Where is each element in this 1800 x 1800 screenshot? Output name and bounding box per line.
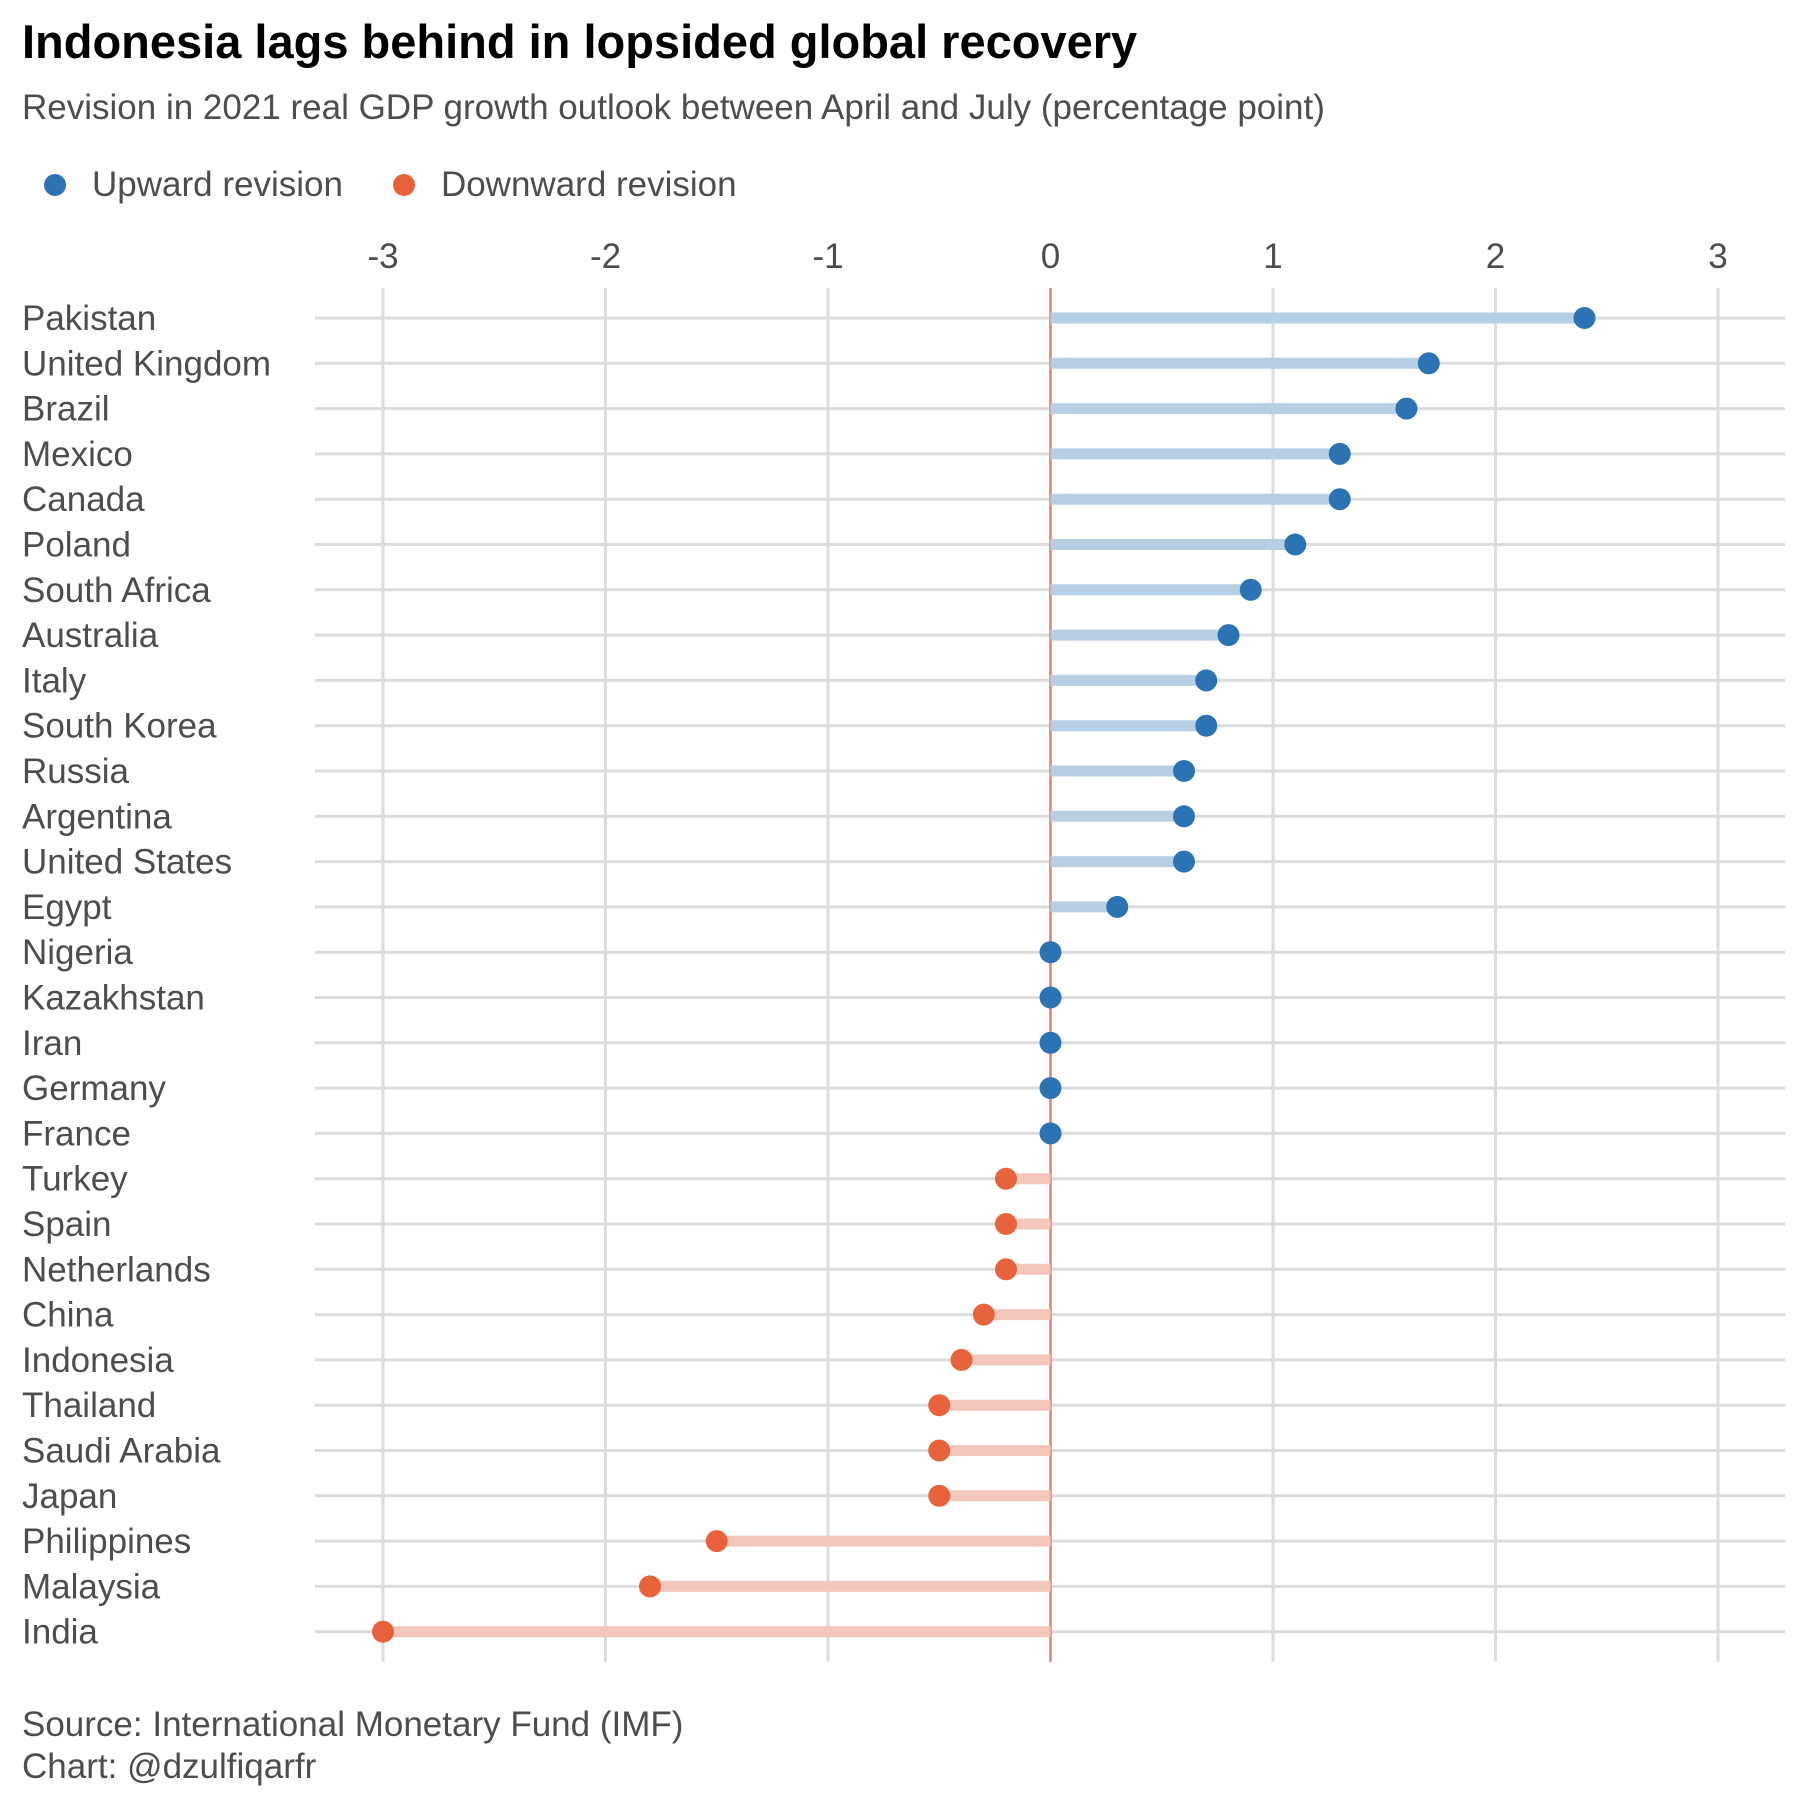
category-label: Japan (22, 1477, 117, 1516)
category-label: Italy (22, 661, 87, 700)
category-label: Philippines (22, 1522, 191, 1561)
category-label: Spain (22, 1205, 112, 1244)
chart-credit: Chart: @dzulfiqarfr (22, 1747, 317, 1786)
category-label: Argentina (22, 797, 172, 836)
data-point (705, 1530, 728, 1553)
data-point (1039, 941, 1062, 964)
category-label: Mexico (22, 435, 133, 474)
chart-title: Indonesia lags behind in lopsided global… (22, 15, 1138, 68)
category-label: Iran (22, 1024, 82, 1063)
data-point (639, 1575, 661, 1598)
category-label: China (22, 1296, 114, 1335)
x-tick-label: -2 (590, 237, 621, 276)
legend-label-down: Downward revision (440, 165, 737, 204)
data-point (1173, 760, 1195, 782)
category-label: Thailand (22, 1386, 156, 1425)
caption: Source: International Monetary Fund (IMF… (22, 1704, 683, 1788)
category-label: Turkey (22, 1160, 128, 1199)
category-label: Russia (22, 752, 130, 791)
x-tick-label: 3 (1708, 237, 1727, 276)
category-label: Indonesia (22, 1341, 174, 1380)
category-label: Canada (22, 480, 145, 519)
chart-subtitle: Revision in 2021 real GDP growth outlook… (22, 88, 1325, 127)
data-point (1328, 488, 1351, 511)
legend: Upward revision Downward revision (22, 165, 765, 205)
legend-item-down: Downward revision (371, 165, 737, 205)
data-point (1217, 624, 1240, 647)
category-label: Brazil (22, 390, 110, 429)
category-label: India (22, 1613, 98, 1652)
data-point (1039, 1031, 1062, 1054)
category-label: Netherlands (22, 1250, 211, 1289)
category-label: Nigeria (22, 933, 133, 972)
category-label: South Korea (22, 707, 217, 746)
data-point (1039, 986, 1062, 1009)
data-point (1195, 714, 1218, 737)
data-point (928, 1484, 951, 1507)
category-label: United Kingdom (22, 344, 271, 383)
data-point (1328, 442, 1351, 465)
data-point (928, 1394, 951, 1417)
data-point (1284, 533, 1307, 556)
x-tick-label: -1 (812, 237, 843, 276)
category-label: Saudi Arabia (22, 1432, 221, 1471)
category-label: Egypt (22, 888, 112, 927)
category-label: Malaysia (22, 1567, 161, 1606)
data-point (1039, 1077, 1062, 1100)
legend-label-up: Upward revision (92, 165, 343, 204)
data-point (1173, 850, 1195, 873)
data-point (1106, 895, 1129, 918)
legend-marker-up (44, 174, 66, 196)
data-point (995, 1213, 1017, 1235)
data-point (995, 1167, 1017, 1190)
legend-item-up: Upward revision (22, 165, 343, 205)
category-label: Pakistan (22, 299, 156, 338)
x-tick-label: -3 (367, 237, 398, 276)
data-point (972, 1303, 995, 1326)
source-note: Source: International Monetary Fund (IMF… (22, 1705, 684, 1744)
category-label: United States (22, 843, 232, 882)
x-tick-label: 1 (1263, 237, 1282, 276)
data-point (372, 1620, 394, 1643)
x-tick-label: 0 (1041, 237, 1060, 276)
category-label: Australia (22, 616, 159, 655)
data-point (1395, 397, 1418, 420)
data-point (995, 1258, 1017, 1281)
category-label: Kazakhstan (22, 979, 205, 1018)
category-label: Poland (22, 526, 131, 565)
data-point (1195, 669, 1218, 692)
category-label: South Africa (22, 571, 211, 610)
legend-marker-down (392, 174, 415, 196)
data-point (1239, 578, 1262, 601)
category-label: France (22, 1114, 131, 1153)
data-point (1573, 307, 1596, 329)
x-tick-label: 2 (1486, 237, 1505, 276)
category-label: Germany (22, 1069, 166, 1108)
data-point (1039, 1122, 1062, 1145)
data-point (1173, 805, 1195, 828)
data-point (1417, 352, 1440, 375)
data-point (950, 1348, 973, 1371)
data-point (928, 1439, 951, 1462)
